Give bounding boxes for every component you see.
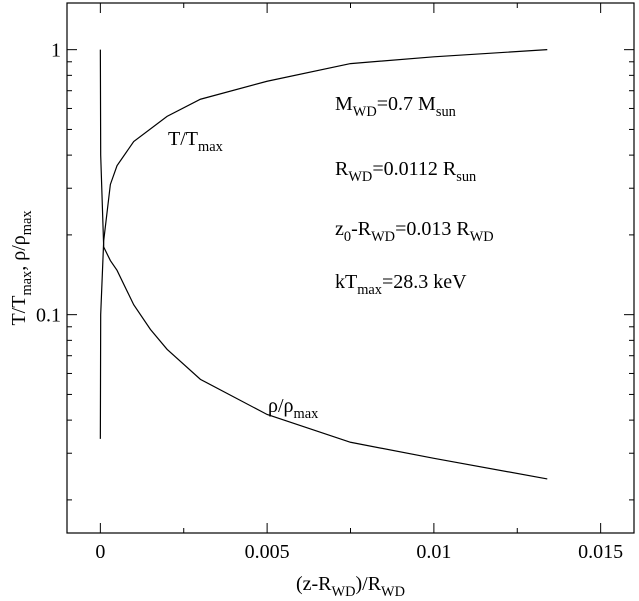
annotation-part: -R bbox=[351, 218, 372, 240]
annotation-subscript: sun bbox=[436, 104, 456, 120]
x-axis-label: (z-RWD)/RWD bbox=[296, 573, 405, 600]
annotation-part: =0.0112 R bbox=[372, 158, 457, 180]
series-label: T/Tmax bbox=[168, 128, 224, 155]
annotation-subscript: sun bbox=[456, 169, 476, 185]
annotation-subscript: WD bbox=[353, 104, 377, 120]
y-axis-label-part: , ρ/ρ bbox=[8, 235, 30, 271]
data-line bbox=[99, 49, 548, 439]
x-tick-label: 0.01 bbox=[416, 541, 451, 563]
plot-frame bbox=[66, 2, 635, 534]
annotation-subscript: 0 bbox=[344, 229, 351, 245]
x-axis-label-part: (z-R bbox=[296, 573, 332, 595]
series-label-part: ρ/ρ bbox=[268, 395, 294, 417]
annotation: z0-RWD=0.013 RWD bbox=[335, 218, 494, 245]
annotation-part: M bbox=[335, 93, 353, 115]
series-label-subscript: max bbox=[198, 139, 224, 155]
x-tick-label: 0.005 bbox=[245, 541, 290, 563]
annotation-part: z bbox=[335, 218, 344, 240]
y-axis-label-subscript: max bbox=[19, 270, 35, 296]
series-label-part: T/T bbox=[168, 128, 198, 150]
x-tick-label: 0.015 bbox=[578, 541, 623, 563]
x-tick-label: 0 bbox=[95, 541, 105, 563]
annotation: kTmax=28.3 keV bbox=[335, 271, 467, 298]
annotation-subscript: WD bbox=[470, 229, 494, 245]
annotation: MWD=0.7 Msun bbox=[335, 93, 456, 120]
data-line bbox=[99, 49, 548, 480]
y-axis-label: T/Tmax, ρ/ρmax bbox=[8, 210, 35, 326]
y-axis-label-subscript: max bbox=[19, 210, 35, 236]
annotation-part: =0.013 R bbox=[395, 218, 470, 240]
series-label-subscript: max bbox=[294, 406, 320, 422]
annotation-subscript: max bbox=[357, 282, 383, 298]
annotation-subscript: WD bbox=[371, 229, 395, 245]
y-axis-label-part: T/T bbox=[8, 296, 30, 326]
series-label: ρ/ρmax bbox=[268, 395, 319, 422]
annotation-part: kT bbox=[335, 271, 357, 293]
y-tick-label: 1 bbox=[51, 40, 61, 62]
annotation-subscript: WD bbox=[348, 169, 372, 185]
annotation-part: =0.7 M bbox=[377, 93, 436, 115]
annotation-part: =28.3 keV bbox=[382, 271, 467, 293]
y-tick-label: 0.1 bbox=[36, 305, 61, 327]
annotation-part: R bbox=[335, 158, 349, 180]
x-axis-label-subscript: WD bbox=[332, 584, 356, 600]
annotation: RWD=0.0112 Rsun bbox=[335, 158, 476, 185]
x-axis-label-part: )/R bbox=[355, 573, 381, 595]
x-axis-label-subscript: WD bbox=[381, 584, 405, 600]
